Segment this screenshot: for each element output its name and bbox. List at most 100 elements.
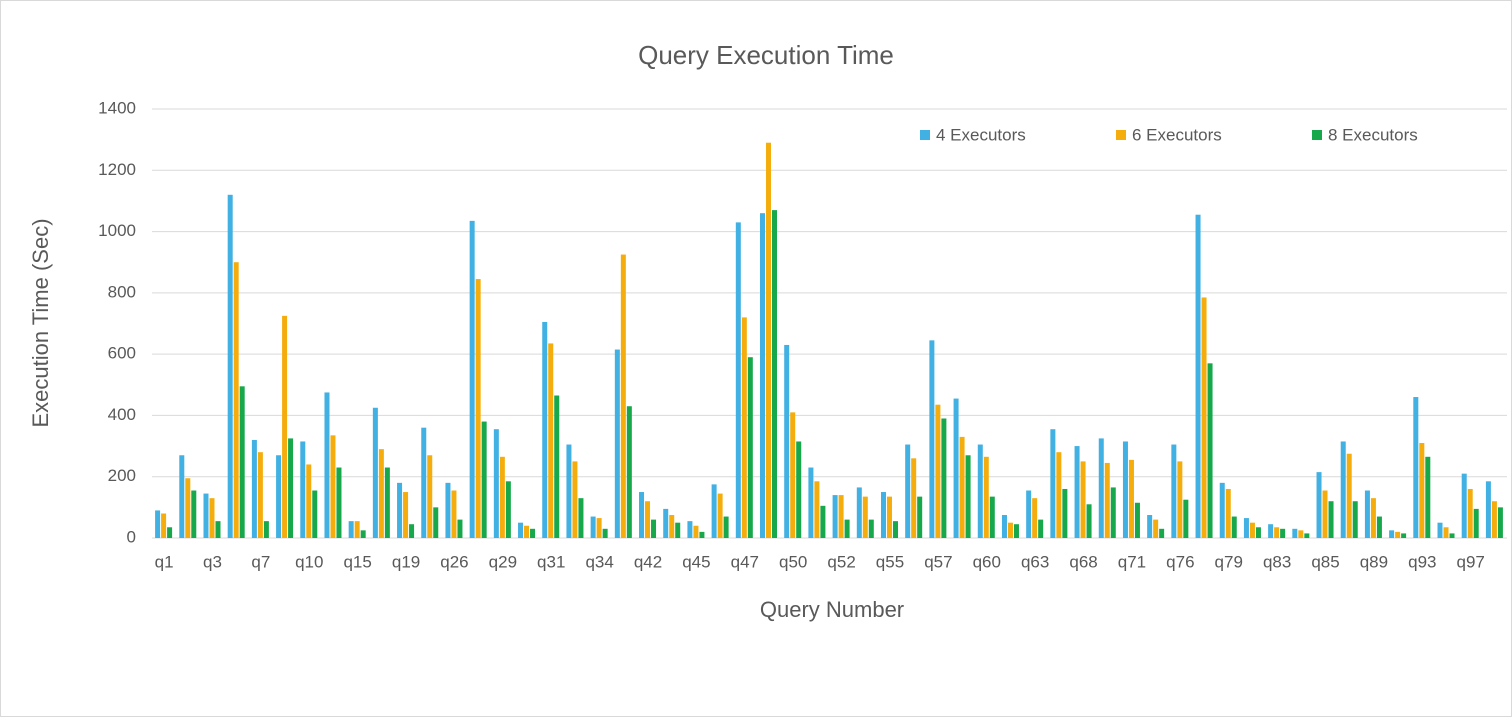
bar bbox=[155, 510, 161, 538]
legend-label: 8 Executors bbox=[1328, 125, 1418, 144]
bar bbox=[1231, 516, 1237, 538]
bar bbox=[451, 490, 457, 538]
bar bbox=[409, 524, 415, 538]
bar bbox=[578, 498, 584, 538]
bar bbox=[1207, 363, 1213, 538]
bar bbox=[796, 441, 802, 538]
bar bbox=[1467, 488, 1473, 538]
bar bbox=[1473, 508, 1479, 538]
bar bbox=[433, 507, 439, 538]
x-tick-label: q42 bbox=[634, 552, 662, 571]
bar bbox=[868, 519, 874, 538]
bar bbox=[1038, 519, 1044, 538]
bar bbox=[300, 441, 306, 538]
bar bbox=[372, 407, 378, 538]
bar bbox=[554, 395, 560, 538]
bar bbox=[892, 521, 898, 538]
bar bbox=[1032, 498, 1038, 538]
bar bbox=[1249, 522, 1255, 538]
bar bbox=[1243, 518, 1249, 538]
bar bbox=[735, 222, 741, 538]
bar bbox=[191, 490, 197, 538]
x-tick-label: q97 bbox=[1457, 552, 1485, 571]
x-tick-label: q63 bbox=[1021, 552, 1049, 571]
y-tick-label: 600 bbox=[108, 344, 136, 363]
bar bbox=[651, 519, 657, 538]
bar bbox=[1364, 490, 1370, 538]
x-tick-label: q7 bbox=[251, 552, 270, 571]
x-tick-label: q15 bbox=[343, 552, 371, 571]
y-axis-title: Execution Time (Sec) bbox=[28, 218, 53, 427]
bar bbox=[1201, 297, 1207, 538]
bar bbox=[772, 210, 778, 538]
bar bbox=[348, 521, 354, 538]
bar bbox=[1026, 490, 1032, 538]
bar bbox=[354, 521, 360, 538]
bar bbox=[1183, 499, 1189, 538]
bar bbox=[306, 464, 312, 538]
x-tick-label: q10 bbox=[295, 552, 323, 571]
bar bbox=[766, 142, 772, 538]
y-tick-label: 0 bbox=[127, 527, 136, 546]
bar bbox=[820, 505, 826, 538]
bar bbox=[397, 482, 403, 538]
bar bbox=[784, 344, 790, 538]
x-tick-label: q26 bbox=[440, 552, 468, 571]
bar bbox=[384, 467, 390, 538]
bar bbox=[1316, 472, 1322, 538]
chart-title: Query Execution Time bbox=[638, 40, 894, 70]
bar bbox=[1425, 456, 1431, 538]
bar bbox=[167, 527, 173, 538]
bar bbox=[288, 438, 294, 538]
bar bbox=[499, 456, 505, 538]
bar bbox=[983, 456, 989, 538]
bar bbox=[1159, 528, 1165, 538]
x-axis-title: Query Number bbox=[760, 597, 904, 622]
bar bbox=[203, 493, 209, 538]
bar bbox=[1340, 441, 1346, 538]
bar bbox=[403, 492, 409, 538]
bar bbox=[1104, 462, 1110, 538]
bar bbox=[457, 519, 463, 538]
bar bbox=[614, 349, 620, 538]
bar bbox=[518, 522, 524, 538]
bar bbox=[1497, 507, 1503, 538]
bar bbox=[1195, 214, 1201, 539]
bar bbox=[282, 315, 288, 538]
bar bbox=[856, 487, 862, 538]
bar bbox=[233, 262, 239, 538]
bar bbox=[1268, 524, 1274, 538]
bar bbox=[276, 455, 282, 538]
bar bbox=[1328, 501, 1334, 538]
bar bbox=[953, 398, 959, 538]
bar bbox=[663, 508, 669, 538]
x-tick-label: q85 bbox=[1311, 552, 1339, 571]
bar bbox=[1007, 522, 1013, 538]
bar bbox=[469, 220, 475, 538]
bar bbox=[1080, 461, 1086, 538]
bar bbox=[1401, 533, 1407, 538]
bar bbox=[1395, 531, 1401, 538]
x-tick-label: q83 bbox=[1263, 552, 1291, 571]
bar bbox=[1255, 527, 1261, 538]
x-tick-label: q93 bbox=[1408, 552, 1436, 571]
legend-swatch bbox=[1312, 130, 1322, 140]
y-tick-label: 800 bbox=[108, 282, 136, 301]
bar bbox=[747, 357, 753, 538]
bar bbox=[505, 481, 511, 538]
bar bbox=[1134, 502, 1140, 538]
bar bbox=[959, 436, 965, 538]
bar bbox=[911, 458, 917, 538]
x-tick-label: q34 bbox=[585, 552, 613, 571]
bar bbox=[1437, 522, 1443, 538]
bar bbox=[645, 501, 651, 538]
x-tick-label: q19 bbox=[392, 552, 420, 571]
bar bbox=[542, 321, 548, 538]
y-tick-label: 1400 bbox=[98, 98, 136, 117]
bar bbox=[524, 525, 530, 538]
x-tick-label: q71 bbox=[1118, 552, 1146, 571]
bar bbox=[741, 317, 747, 538]
bar bbox=[336, 467, 342, 538]
